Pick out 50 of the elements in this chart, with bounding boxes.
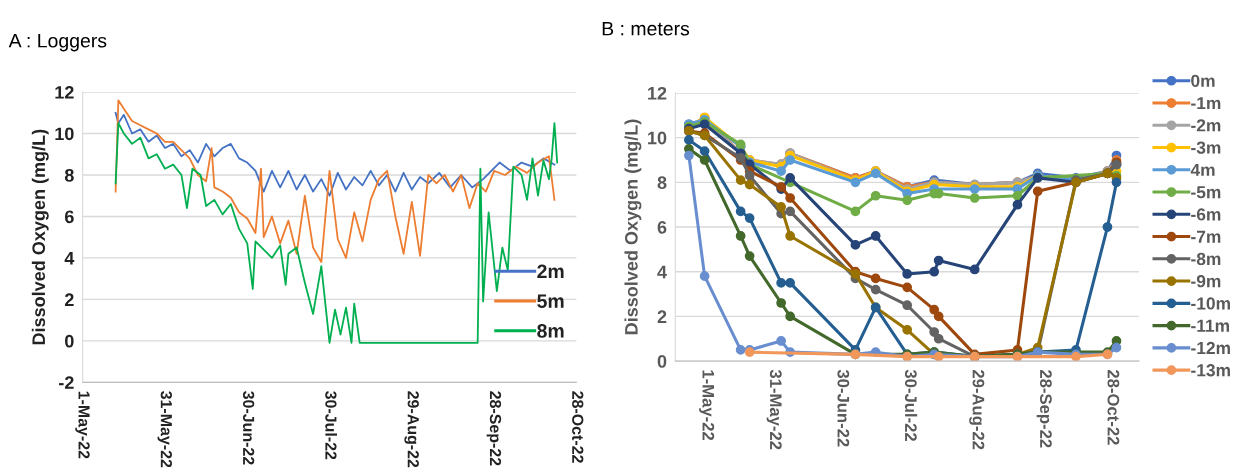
y-tick-label: 0 bbox=[65, 334, 74, 348]
legend-label: -6m bbox=[1191, 208, 1221, 221]
x-tick-label: 31-May-22 bbox=[157, 391, 172, 468]
legend-label: -1m bbox=[1191, 97, 1221, 110]
x-tick-label: 28-Sep-22 bbox=[486, 391, 502, 466]
legend-label: -3m bbox=[1191, 141, 1221, 154]
legend-label: -7m bbox=[1191, 230, 1221, 243]
legend-label: 4m bbox=[1190, 163, 1215, 176]
x-tick-label: 28-Oct-22 bbox=[1107, 369, 1120, 445]
legend-label: 8m bbox=[537, 324, 564, 338]
legend-label: -13m bbox=[1191, 364, 1230, 377]
y-tick-label: -2 bbox=[59, 376, 74, 389]
chart-title: B : meters bbox=[602, 21, 690, 36]
legend-label: -10m bbox=[1191, 297, 1230, 310]
y-tick-label: 10 bbox=[648, 131, 667, 145]
chart-title: A : Loggers bbox=[8, 33, 107, 52]
legend-label: -12m bbox=[1191, 341, 1230, 354]
y-axis-title: Dissolved Oxygen (mg/L) bbox=[31, 129, 49, 345]
y-axis-title: Dissolved Oxygen (mg/L) bbox=[624, 119, 642, 335]
y-tick-label: 8 bbox=[64, 168, 74, 182]
y-tick-label: 12 bbox=[55, 85, 74, 99]
y-tick-label: 0 bbox=[657, 355, 667, 368]
legend-label: -8m bbox=[1191, 252, 1221, 266]
x-tick-label: 28-Sep-22 bbox=[1036, 369, 1052, 448]
legend-label: -11m bbox=[1191, 319, 1229, 332]
y-tick-label: 8 bbox=[657, 176, 667, 190]
x-tick-label: 1-May-22 bbox=[699, 370, 715, 441]
y-tick-label: 2 bbox=[657, 310, 667, 323]
y-tick-label: 6 bbox=[657, 220, 667, 234]
x-tick-label: 30-Jul-22 bbox=[325, 391, 337, 460]
legend-label: -9m bbox=[1191, 275, 1221, 288]
x-tick-label: 1-May-22 bbox=[75, 391, 90, 459]
legend-label: 2m bbox=[537, 264, 564, 279]
y-tick-label: 6 bbox=[64, 210, 74, 224]
legend-label: 0m bbox=[1191, 74, 1215, 87]
x-tick-label: 30-Jul-22 bbox=[904, 369, 918, 441]
legend-label: -2m bbox=[1191, 119, 1221, 132]
x-tick-label: 29-Aug-22 bbox=[969, 369, 985, 450]
legend-label: 5m bbox=[537, 294, 564, 308]
x-tick-label: 31-May-22 bbox=[766, 369, 782, 450]
y-tick-label: 2 bbox=[64, 293, 74, 306]
y-tick-label: 12 bbox=[648, 86, 667, 100]
x-tick-label: 28-Oct-22 bbox=[572, 391, 584, 463]
x-tick-label: 30-Jun-22 bbox=[837, 369, 850, 447]
y-tick-label: 4 bbox=[657, 265, 667, 279]
y-tick-label: 10 bbox=[55, 127, 74, 141]
legend-label: -5m bbox=[1191, 186, 1221, 199]
x-tick-label: 30-Jun-22 bbox=[242, 391, 255, 465]
y-tick-label: 4 bbox=[64, 252, 75, 265]
x-tick-label: 29-Aug-22 bbox=[404, 391, 419, 468]
